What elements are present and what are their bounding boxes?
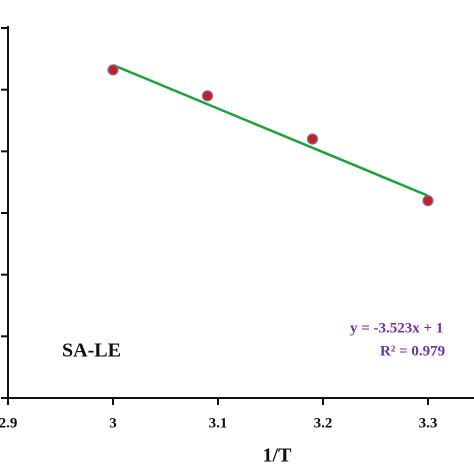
point	[422, 195, 434, 207]
point	[107, 64, 119, 76]
r-squared: R² = 0.979	[380, 343, 445, 359]
x-tick-label: 3.2	[314, 415, 333, 431]
point	[306, 133, 319, 145]
x-tick-label: 2.9	[0, 415, 17, 431]
x-tick-label: 3	[109, 415, 117, 431]
point	[201, 90, 214, 102]
trendline	[112, 63, 429, 197]
equation: y = -3.523x + 1	[350, 320, 443, 336]
x-tick-label: 3.1	[209, 415, 228, 431]
x-tick-label: 3.3	[419, 415, 438, 431]
x-axis-title: 1/T	[263, 445, 293, 467]
series-label: SA-LE	[62, 340, 121, 362]
